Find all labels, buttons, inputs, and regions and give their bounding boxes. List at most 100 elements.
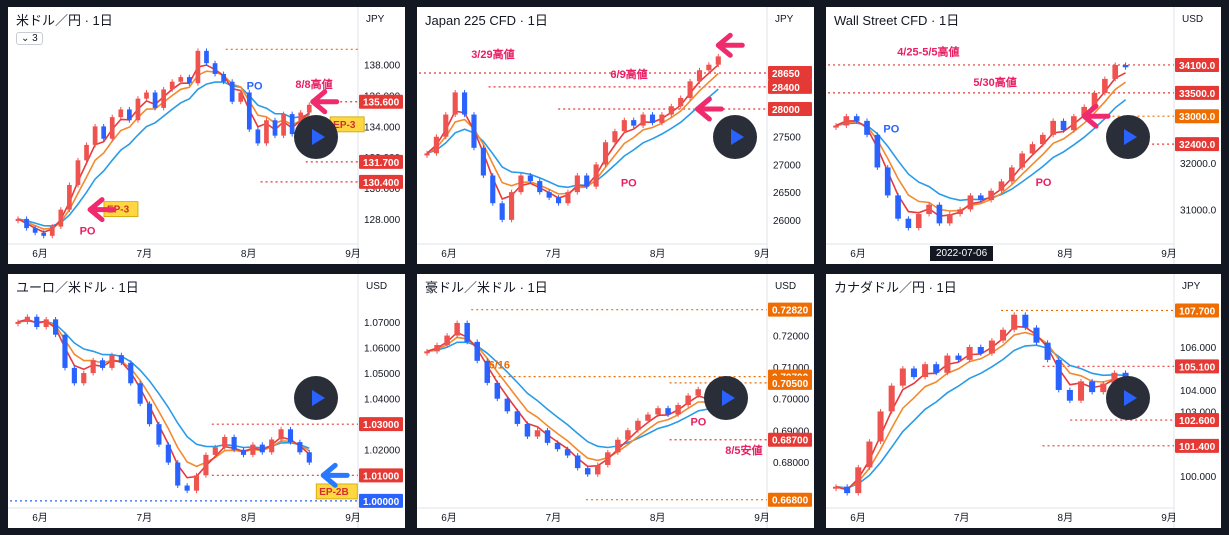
price-level-tag <box>768 432 812 447</box>
candle-body <box>471 114 477 148</box>
candle-body <box>24 218 29 229</box>
price-level-tag <box>768 66 812 81</box>
arrow-icon <box>715 32 745 58</box>
candle-body <box>1122 372 1129 378</box>
time-tick-label: 9月 <box>754 248 770 260</box>
price-tick-label: 104.000 <box>1180 386 1217 397</box>
price-level-label: 33000.0 <box>1179 112 1216 123</box>
candle-body <box>452 92 458 115</box>
play-button[interactable] <box>1106 115 1150 159</box>
price-tick-label: 103.000 <box>1180 407 1217 418</box>
chart-panel-usdjpy[interactable]: JPY138.000136.000134.000132.000130.00012… <box>8 7 405 264</box>
candle-body <box>527 175 533 182</box>
candle-body <box>15 218 21 221</box>
price-tick-label: 134.000 <box>364 122 401 133</box>
candle-body <box>977 346 984 354</box>
price-tick-label: 26500 <box>773 188 801 199</box>
candle-body <box>195 50 201 84</box>
time-tick-label: 8月 <box>1058 512 1074 524</box>
candle-body <box>595 464 601 475</box>
candle-body <box>499 203 505 220</box>
candle-body <box>635 420 641 431</box>
candle-body <box>424 153 430 156</box>
chart-annotation: 4/25-5/5高値 <box>897 45 959 59</box>
candle-body <box>1077 381 1085 401</box>
play-icon <box>721 390 735 406</box>
price-level-tag <box>1175 413 1219 428</box>
candle-body <box>988 190 994 201</box>
chart-svg: JPY138.000136.000134.000132.000130.00012… <box>8 7 403 264</box>
price-level-tag <box>359 468 403 483</box>
candle-body <box>1100 383 1107 393</box>
candle-body <box>1029 144 1036 154</box>
candle-body <box>278 429 284 440</box>
candle-body <box>853 116 860 121</box>
candle-body <box>1112 64 1119 79</box>
chart-annotation: 6/16 <box>489 360 510 372</box>
time-tick-label: 6月 <box>32 512 48 524</box>
candle-body <box>518 175 524 193</box>
candle-body <box>936 204 943 224</box>
candle-body <box>1050 120 1056 135</box>
play-icon <box>311 390 325 406</box>
time-tick-label: 7月 <box>546 512 562 524</box>
candle-body <box>484 360 491 383</box>
candle-body <box>564 449 571 456</box>
candle-body <box>926 204 932 215</box>
candle-body <box>574 455 581 469</box>
chart-panel-cadjpy[interactable]: JPY106.000105.000104.000103.000100.0006月… <box>826 274 1221 528</box>
candle-body <box>967 195 974 210</box>
chart-title: ユーロ／米ドル · 1日 <box>16 280 139 295</box>
price-tick-label: 31000.0 <box>1180 205 1217 216</box>
moving-average-line <box>426 72 719 195</box>
candle-body <box>480 147 486 176</box>
candle-body <box>101 126 107 139</box>
play-button[interactable] <box>294 115 338 159</box>
candle-body <box>1102 78 1108 93</box>
chart-panel-japan225[interactable]: JPY 27500 27000 26500 26000 6月 7月 8月 9月 28650 2840… <box>417 7 814 264</box>
play-button[interactable] <box>704 376 748 420</box>
candle-body <box>1089 381 1096 393</box>
candle-body <box>71 367 77 384</box>
candle-body <box>593 164 599 187</box>
candle-body <box>546 192 552 198</box>
candle-body <box>675 405 681 415</box>
play-button[interactable] <box>1106 376 1150 420</box>
candle-body <box>109 355 115 368</box>
chart-svg: JPY106.000105.000104.000103.000100.0006月… <box>826 274 1219 528</box>
candle-body <box>240 449 247 455</box>
candle-body <box>306 104 312 113</box>
candle-body <box>1033 327 1040 343</box>
candle-body <box>15 321 21 324</box>
chart-panel-wallstreet[interactable]: USD32000.031000.06月7月8月9月34100.033500.03… <box>826 7 1221 264</box>
price-level-label: 28400 <box>772 83 800 94</box>
candle-body <box>32 228 38 233</box>
candle-body <box>90 360 96 374</box>
play-button[interactable] <box>713 115 757 159</box>
interval-selector[interactable]: ⌄ 3 <box>16 32 43 45</box>
play-icon <box>311 129 325 145</box>
price-level-tag <box>768 375 812 390</box>
candle-body <box>621 120 627 132</box>
candle-body <box>649 114 656 123</box>
chart-annotation: PO <box>883 124 899 136</box>
candle-body <box>306 452 312 463</box>
arrow-icon <box>310 89 340 115</box>
price-tick-label: 0.71000 <box>773 363 810 374</box>
candle-body <box>832 486 840 489</box>
candle-body <box>212 447 218 455</box>
price-level-label: 0.66800 <box>772 496 809 507</box>
price-level-tag <box>359 94 403 109</box>
price-level-label: 33500.0 <box>1179 89 1216 100</box>
candle-body <box>584 175 590 187</box>
candle-body <box>944 355 951 373</box>
candle-body <box>287 429 294 443</box>
chart-panel-audusd[interactable]: USD 0.72000 0.71000 0.70000 0.69000 0.68000 6月… <box>417 274 814 528</box>
candle-body <box>255 129 261 144</box>
chart-svg: JPY 27500 27000 26500 26000 6月 7月 8月 9月 28650 2840… <box>417 7 812 264</box>
play-button[interactable] <box>294 376 338 420</box>
time-tick-label: 6月 <box>850 512 866 524</box>
chart-panel-eurusd[interactable]: USD 1.07000 1.06000 1.05000 1.04000 1.03000 1.… <box>8 274 405 528</box>
candle-body <box>264 120 269 144</box>
currency-label: JPY <box>1182 281 1201 292</box>
